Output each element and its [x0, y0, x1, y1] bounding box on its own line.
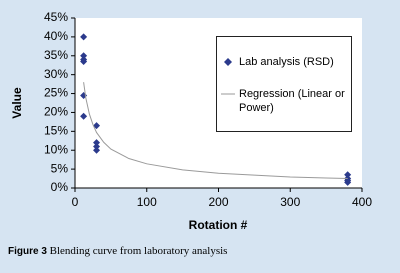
data-point	[80, 57, 88, 65]
data-point	[93, 122, 101, 130]
y-axis-title: Value	[10, 87, 24, 119]
data-point	[93, 142, 101, 150]
data-point	[93, 139, 101, 147]
y-tick-label: 20%	[44, 105, 68, 119]
legend: Lab analysis (RSD) Regression (Linear or…	[216, 36, 352, 132]
y-tick-label: 45%	[44, 10, 68, 24]
legend-marker	[224, 58, 232, 66]
y-tick-label: 5%	[51, 161, 69, 175]
y-tick-label: 25%	[44, 86, 68, 100]
data-point	[80, 112, 88, 120]
x-tick-label: 200	[208, 195, 228, 209]
x-tick-label: 0	[72, 195, 79, 209]
x-tick-label: 400	[352, 195, 372, 209]
legend-entry: Regression (Linear or Power)	[221, 87, 347, 115]
data-point	[344, 171, 352, 179]
y-tick-label: 40%	[44, 29, 68, 43]
legend-entry: Lab analysis (RSD)	[224, 55, 347, 69]
data-point	[80, 33, 88, 41]
data-point	[93, 146, 101, 154]
x-axis-title: Rotation #	[189, 218, 248, 232]
legend-label: Regression (Linear or Power)	[239, 88, 345, 114]
y-tick-label: 15%	[44, 124, 68, 138]
y-tick-label: 0%	[51, 180, 69, 194]
y-tick-label: 30%	[44, 67, 68, 81]
y-tick-label: 10%	[44, 142, 68, 156]
regression-line	[83, 82, 348, 180]
y-tick-label: 35%	[44, 48, 68, 62]
legend-line	[221, 93, 235, 95]
caption-text: Blending curve from laboratory analysis	[49, 245, 228, 257]
caption-label: Figure 3	[8, 246, 47, 257]
legend-label: Lab analysis (RSD)	[239, 56, 334, 68]
data-point	[80, 52, 88, 60]
caption: Figure 3 Blending curve from laboratory …	[8, 245, 227, 257]
x-tick-label: 100	[137, 195, 157, 209]
x-tick-label: 300	[280, 195, 300, 209]
data-point	[344, 178, 352, 186]
